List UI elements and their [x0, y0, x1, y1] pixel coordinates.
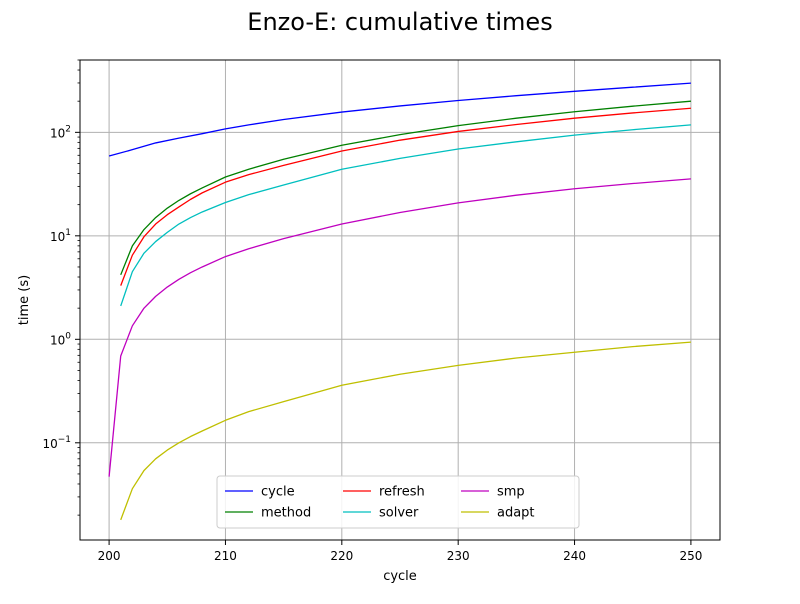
y-axis-label: time (s) — [17, 275, 32, 325]
legend-label-smp: smp — [497, 485, 525, 500]
series-line-method — [120, 100, 691, 276]
x-tick-label: 220 — [330, 549, 353, 563]
legend-label-cycle: cycle — [261, 485, 295, 500]
x-axis-ticks: 200 210 220 230 240 250 — [98, 540, 702, 563]
legend-label-solver: solver — [379, 506, 419, 521]
x-tick-label: 200 — [98, 549, 121, 563]
x-tick-label: 240 — [563, 549, 586, 563]
plot-series — [108, 82, 691, 521]
legend: cycle method refresh solver smp adapt — [216, 475, 580, 529]
y-tick-label: 100 — [50, 331, 71, 347]
y-tick-label: 102 — [50, 124, 71, 140]
x-tick-label: 210 — [214, 549, 237, 563]
series-line-smp — [108, 178, 691, 477]
chart-title: Enzo-E: cumulative times — [247, 8, 552, 36]
y-tick-label: 10−1 — [42, 435, 71, 451]
series-line-cycle — [108, 82, 691, 157]
grid-lines — [80, 60, 720, 540]
series-line-adapt — [120, 341, 691, 521]
legend-box — [216, 475, 580, 529]
legend-label-refresh: refresh — [379, 485, 425, 500]
series-line-refresh — [120, 107, 691, 286]
x-axis-label: cycle — [383, 569, 417, 584]
series-line-solver — [120, 124, 691, 307]
x-tick-label: 230 — [447, 549, 470, 563]
plot-area-frame — [79, 59, 721, 541]
legend-label-adapt: adapt — [497, 506, 535, 521]
y-tick-label: 101 — [50, 228, 71, 244]
y-axis-ticks: 10−1 100 101 102 — [42, 59, 80, 516]
x-tick-label: 250 — [679, 549, 702, 563]
legend-label-method: method — [261, 506, 311, 521]
